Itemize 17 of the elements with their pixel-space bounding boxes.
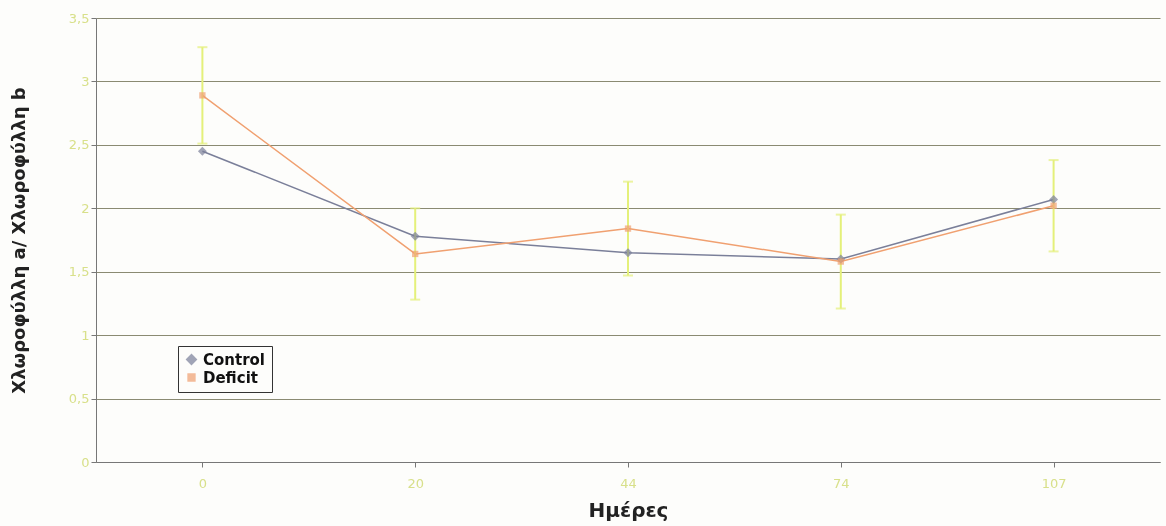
x-tick-label: 74 (833, 475, 850, 491)
x-tick-label: 0 (198, 475, 208, 491)
y-tick-label: 0,5 (68, 391, 90, 407)
y-tick-label: 0 (81, 454, 90, 470)
legend-label: Control (203, 350, 266, 369)
y-axis-title: Χλωροφύλλη a/ Χλωροφύλλη b (7, 87, 29, 394)
x-axis-title: Ημέρες (588, 497, 669, 522)
x-tick-label: 20 (407, 475, 424, 491)
x-tick-label: 44 (620, 475, 637, 491)
y-tick-label: 2 (81, 200, 90, 216)
y-tick-label: 1,5 (68, 264, 90, 280)
y-tick-label: 2,5 (68, 137, 90, 153)
y-tick-label: 1 (81, 327, 90, 343)
x-tick-label: 107 (1041, 475, 1067, 491)
legend-label: Deficit (203, 368, 258, 387)
y-tick-label: 3,5 (68, 10, 90, 26)
y-tick-label: 3 (81, 73, 90, 89)
